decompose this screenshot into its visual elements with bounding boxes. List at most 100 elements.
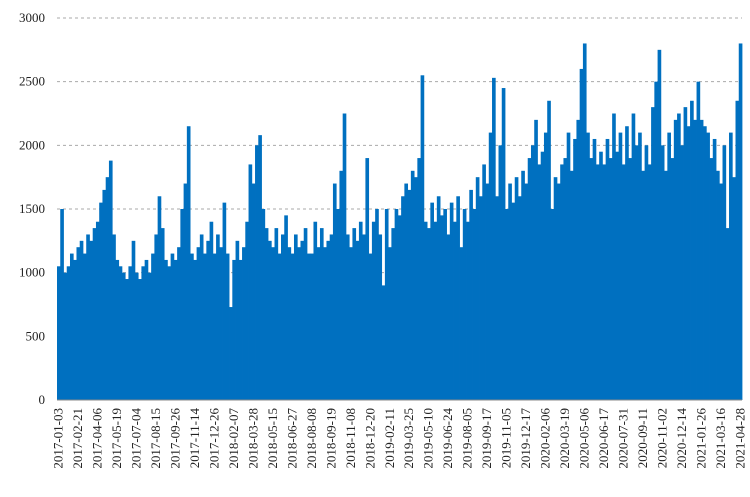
bar: [540, 151, 545, 400]
x-tick-label: 2020-12-14: [674, 408, 689, 469]
bar: [560, 164, 564, 400]
bar: [492, 77, 496, 400]
bar: [303, 228, 308, 400]
bar: [300, 240, 305, 400]
bar: [608, 158, 613, 400]
bar: [102, 189, 107, 400]
bar: [76, 247, 81, 400]
bar: [281, 234, 285, 400]
bar: [638, 132, 642, 400]
bar: [394, 209, 399, 400]
bar: [69, 253, 74, 400]
x-tick-label: 2019-12-17: [518, 408, 533, 469]
bar: [332, 183, 337, 400]
bar: [423, 221, 428, 400]
x-tick-label: 2017-12-26: [206, 408, 221, 469]
bar: [722, 145, 727, 400]
bar: [365, 158, 370, 400]
bar: [569, 170, 574, 400]
bar: [436, 196, 441, 400]
bar: [264, 228, 269, 400]
bar: [219, 247, 223, 400]
bar: [595, 164, 600, 400]
x-tick-label: 2020-02-06: [538, 408, 553, 469]
bar: [203, 253, 207, 400]
x-tick-label: 2020-11-02: [654, 408, 669, 468]
bar: [89, 240, 94, 400]
y-tick-label: 0: [39, 392, 46, 407]
bar: [255, 145, 259, 400]
x-tick-label: 2017-07-04: [129, 408, 144, 469]
bar: [511, 202, 516, 400]
bar: [449, 202, 454, 400]
bar: [251, 183, 256, 400]
bar: [206, 240, 210, 400]
bar: [517, 196, 522, 400]
bar: [368, 253, 373, 400]
x-tick-label: 2017-09-26: [167, 408, 182, 469]
bar: [384, 209, 389, 400]
bar: [258, 135, 262, 400]
bar: [229, 307, 233, 400]
bar: [95, 221, 100, 400]
bar: [537, 164, 542, 400]
bar: [407, 189, 412, 400]
bar: [160, 228, 165, 400]
bar: [719, 183, 723, 400]
bar: [414, 177, 418, 400]
bar: [345, 234, 350, 400]
bar: [644, 145, 649, 400]
bar: [238, 259, 243, 400]
bar: [186, 126, 191, 400]
bar: [647, 164, 652, 400]
bar: [696, 81, 701, 401]
y-tick-label: 1500: [19, 201, 45, 216]
x-tick-label: 2017-04-06: [90, 408, 105, 469]
bar: [430, 202, 434, 400]
bar: [329, 234, 334, 400]
bar: [154, 234, 159, 400]
bar: [381, 285, 386, 400]
bar: [63, 272, 68, 400]
bar: [524, 183, 529, 400]
bar: [443, 209, 447, 400]
x-tick-label: 2018-09-19: [323, 408, 338, 469]
bar: [459, 247, 464, 400]
bar: [514, 177, 519, 400]
x-tick-label: 2020-06-17: [596, 408, 611, 469]
bar: [664, 170, 668, 400]
bar: [589, 158, 594, 400]
bar: [628, 158, 633, 400]
bar: [170, 253, 175, 400]
bar: [553, 177, 558, 400]
bar: [183, 183, 188, 400]
bar: [466, 221, 470, 400]
x-tick-label: 2020-03-19: [557, 408, 572, 469]
bar: [462, 209, 467, 400]
bar: [193, 259, 197, 400]
bar: [404, 183, 409, 400]
bar: [349, 247, 353, 400]
bar: [284, 215, 288, 400]
bar: [313, 221, 318, 400]
bar: [271, 247, 275, 400]
x-tick-label: 2020-07-31: [616, 408, 631, 469]
bar: [625, 126, 629, 400]
bar: [485, 183, 490, 400]
bar: [592, 138, 597, 400]
bar: [261, 209, 266, 400]
bar: [225, 253, 230, 400]
bar: [112, 234, 116, 400]
bar: [310, 253, 314, 400]
y-tick-label: 2500: [19, 74, 45, 89]
bar: [729, 132, 733, 400]
bar: [216, 234, 220, 400]
bar: [173, 259, 178, 400]
bar: [190, 253, 194, 400]
bar: [453, 221, 457, 400]
bar: [86, 234, 90, 400]
bar: [134, 272, 139, 400]
bar: [138, 279, 142, 400]
bar: [530, 145, 535, 400]
